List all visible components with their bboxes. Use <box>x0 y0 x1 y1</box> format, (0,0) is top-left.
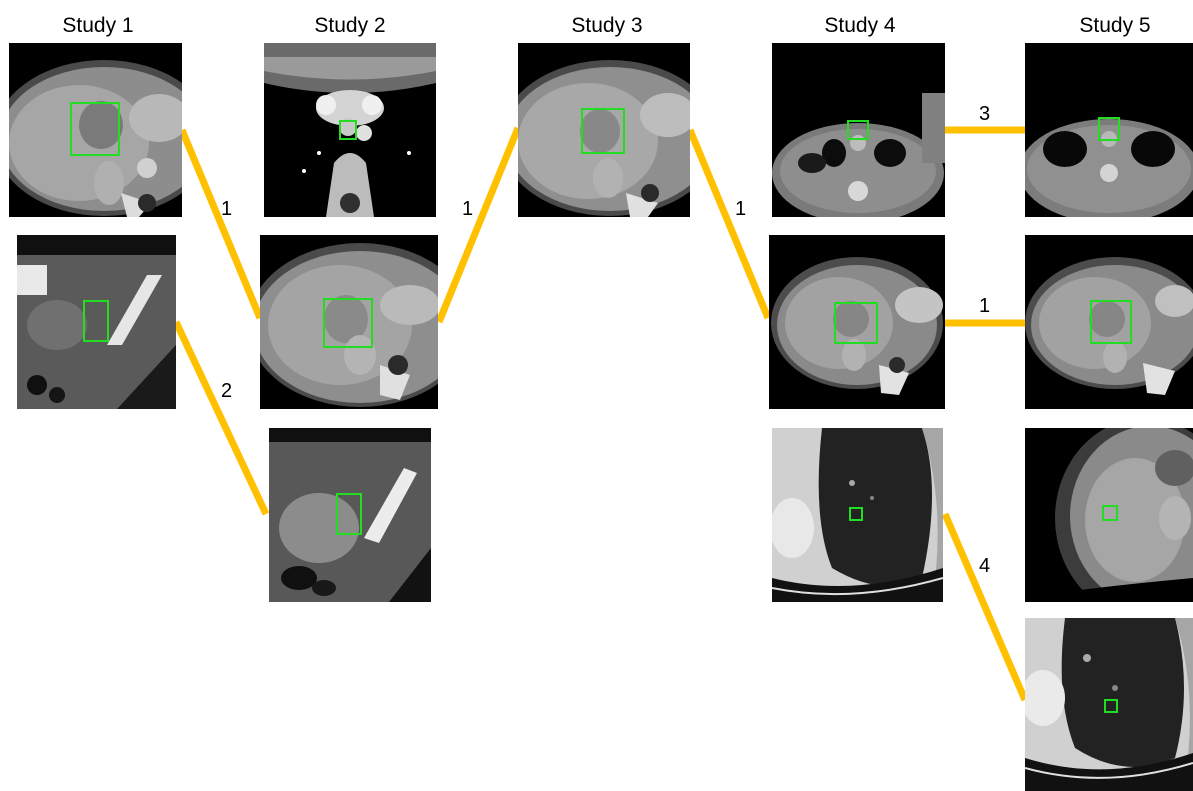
bounding-box <box>323 298 373 348</box>
bounding-box <box>336 493 362 535</box>
study-2-scan-chest <box>264 43 436 217</box>
bounding-box <box>1104 699 1118 713</box>
bounding-box <box>1090 300 1132 344</box>
link-label-1: 1 <box>221 198 233 220</box>
link-line-4 <box>686 128 772 320</box>
link-line-1 <box>178 128 264 320</box>
link-label-3: 1 <box>462 198 474 220</box>
link-label-2: 2 <box>221 380 233 402</box>
study-1-scan-pelvis <box>17 235 176 409</box>
link-label-4: 1 <box>735 198 747 220</box>
link-label-5: 3 <box>979 103 991 125</box>
bounding-box <box>70 102 120 156</box>
study-5-scan-lung <box>1025 618 1193 791</box>
study-4-title: Study 4 <box>824 14 896 37</box>
link-line-3 <box>435 126 522 324</box>
link-line-2 <box>172 320 270 516</box>
study-5-scan-neck <box>1025 43 1193 217</box>
study-2-scan-pelvis <box>269 428 431 602</box>
study-4-scan-liver <box>769 235 945 409</box>
study-2-scan-liver <box>260 235 438 409</box>
link-label-6: 1 <box>979 295 991 317</box>
bounding-box <box>581 108 625 154</box>
study-4-scan-neck <box>772 43 945 217</box>
bounding-box <box>1102 505 1118 521</box>
study-4-scan-lung <box>772 428 943 602</box>
bounding-box <box>1098 117 1120 141</box>
study-2-title: Study 2 <box>314 14 386 37</box>
bounding-box <box>83 300 109 342</box>
study-5-scan-abdomen <box>1025 428 1193 602</box>
bounding-box <box>849 507 863 521</box>
study-3-title: Study 3 <box>571 14 643 37</box>
link-label-7: 4 <box>979 555 991 577</box>
study-1-scan-liver <box>9 43 182 217</box>
link-line-7 <box>941 512 1029 702</box>
bounding-box <box>834 302 878 344</box>
study-3-scan-liver <box>518 43 690 217</box>
study-5-scan-liver <box>1025 235 1193 409</box>
study-1-title: Study 1 <box>62 14 134 37</box>
bounding-box <box>339 120 357 140</box>
bounding-box <box>847 120 869 140</box>
study-5-title: Study 5 <box>1079 14 1151 37</box>
